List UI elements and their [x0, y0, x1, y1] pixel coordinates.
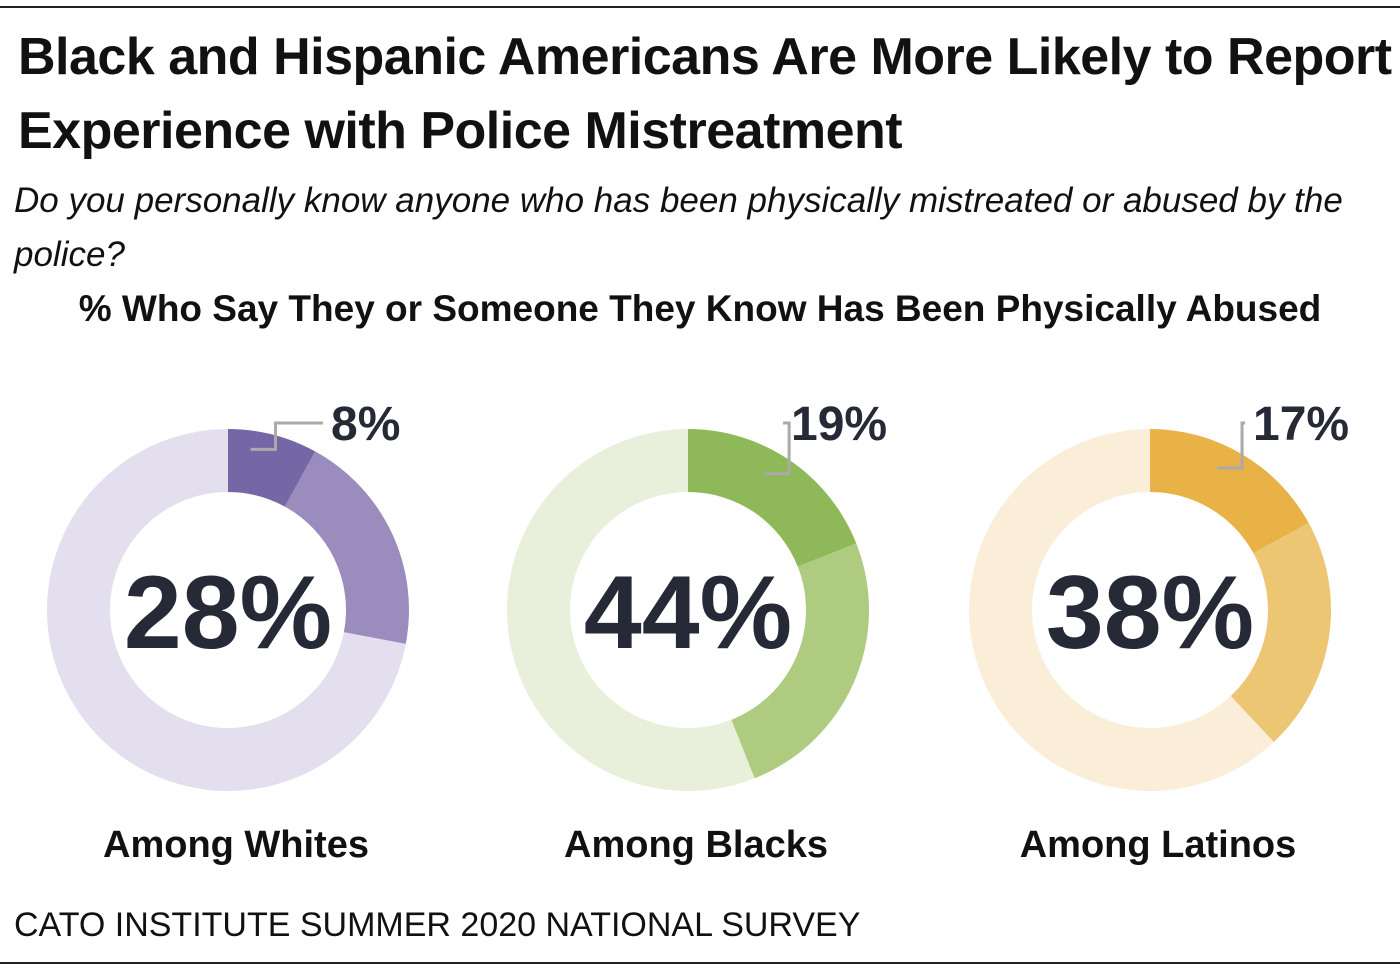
bottom-rule	[0, 962, 1400, 964]
donut-highlight-label: 19%	[791, 398, 887, 451]
donut-remainder-segment	[969, 429, 1274, 791]
donut-highlight-label: 8%	[331, 398, 400, 451]
donut-remainder-segment	[507, 429, 755, 791]
chart-subtitle: Do you personally know anyone who has be…	[14, 181, 1343, 274]
donut-highlight-segment	[1150, 429, 1309, 554]
chart-heading: % Who Say They or Someone They Know Has …	[78, 288, 1322, 329]
source-note: CATO INSTITUTE SUMMER 2020 NATIONAL SURV…	[14, 906, 861, 944]
donut-total-label: 38%	[1046, 555, 1254, 671]
leader-line	[764, 421, 791, 476]
donut-total-label: 28%	[124, 555, 332, 671]
donut-highlight-segment	[228, 429, 316, 507]
donut-total-segment	[731, 543, 870, 779]
donut-total-segment	[1230, 522, 1331, 742]
leader-line	[250, 421, 323, 451]
donut-total-segment	[284, 451, 410, 644]
leader-line	[1217, 421, 1245, 470]
donut-category-label: Among Blacks	[564, 824, 828, 866]
top-rule	[0, 6, 1400, 8]
donut-remainder-segment	[47, 429, 406, 791]
donut-highlight-segment	[688, 429, 857, 567]
chart-title: Black and Hispanic Americans Are More Li…	[18, 28, 1392, 160]
donut-total-label: 44%	[584, 555, 792, 671]
donut-highlight-label: 17%	[1253, 398, 1349, 451]
donut-category-label: Among Whites	[103, 824, 369, 866]
donut-category-label: Among Latinos	[1020, 824, 1297, 866]
